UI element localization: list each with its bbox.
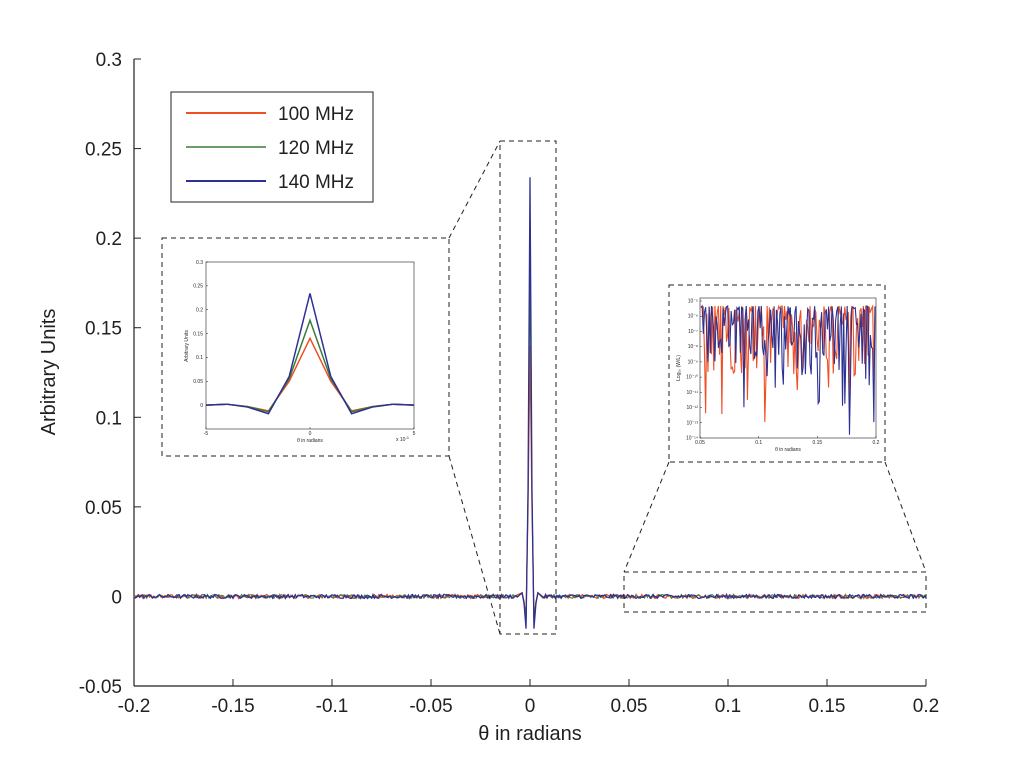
inset-tail-y-tick-label: 10⁻⁸ xyxy=(688,344,698,350)
center-connector-bottom xyxy=(448,455,501,635)
tail-connector-left xyxy=(623,461,670,573)
y-tick-label: 0.15 xyxy=(85,319,122,340)
tail-connector-right xyxy=(884,461,927,573)
y-ticks: -0.05 0 0.05 0.1 0.15 0.2 0.25 0.3 xyxy=(79,50,141,698)
legend: 100 MHz 120 MHz 140 MHz xyxy=(170,91,374,203)
legend-label: 120 MHz xyxy=(278,138,354,159)
y-tick-label: 0.1 xyxy=(96,408,122,429)
inset-tail-x-tick-label: 0.15 xyxy=(812,440,822,446)
inset-peak-y-tick-label: 0.05 xyxy=(193,379,203,385)
inset-tail-series xyxy=(700,304,876,435)
inset-tail-y-tick-label: 10⁻¹² xyxy=(686,405,698,411)
inset-peak-x-multiplier: x 10-3 xyxy=(396,436,409,443)
inset-peak-y-ticks: 0 0.05 0.1 0.15 0.2 0.25 0.3 xyxy=(193,260,208,409)
inset-tail-y-tick-label: 10⁻⁷ xyxy=(688,329,698,335)
tail-zoom-box xyxy=(623,571,927,613)
x-tick-label: -0.05 xyxy=(409,696,452,717)
x-tick-label: 0 xyxy=(525,696,536,717)
legend-item: 120 MHz xyxy=(186,138,354,159)
inset-tail-y-tick-label: 10⁻¹⁰ xyxy=(686,375,698,381)
inset-peak-y-title: Arbitrary Units xyxy=(184,330,190,362)
legend-item: 140 MHz xyxy=(186,172,354,193)
inset-peak-y-tick-label: 0.15 xyxy=(193,331,203,337)
zoom-callouts xyxy=(448,140,927,635)
inset-peak-y-tick-label: 0 xyxy=(200,403,203,409)
x-tick-label: 0.15 xyxy=(809,696,846,717)
y-axis-title: Arbitrary Units xyxy=(38,309,60,436)
inset-tail-y-tick-label: 10⁻⁵ xyxy=(688,299,698,305)
y-tick-label: -0.05 xyxy=(79,677,122,698)
inset-tail-x-ticks: 0.05 0.1 0.15 0.2 xyxy=(695,436,880,446)
y-tick-label: 0.05 xyxy=(85,498,122,519)
x-tick-label: 0.05 xyxy=(611,696,648,717)
inset-peak-series-line xyxy=(205,293,415,415)
inset-peak: 0 0.05 0.1 0.15 0.2 0.25 0.3 -5 0 5 θ in radians… xyxy=(161,237,450,457)
series-layer xyxy=(133,177,927,629)
x-tick-label: 0.2 xyxy=(913,696,939,717)
inset-peak-x-tick-label: 5 xyxy=(413,431,416,437)
y-tick-label: 0 xyxy=(111,587,122,608)
y-tick-label: 0.3 xyxy=(96,50,122,71)
inset-peak-x-tick-label: -5 xyxy=(204,431,209,437)
y-tick-label: 0.2 xyxy=(96,229,122,250)
inset-tail-y-tick-label: 10⁻⁶ xyxy=(688,314,698,320)
x-tick-label: -0.2 xyxy=(118,696,151,717)
inset-peak-x-multiplier-exp: -3 xyxy=(405,436,408,440)
center-connector-top xyxy=(448,140,501,239)
inset-tail-y-tick-label: 10⁻¹³ xyxy=(686,420,698,426)
inset-tail-series-line xyxy=(700,304,876,435)
inset-tail-y-tick-label: 10⁻⁹ xyxy=(688,359,698,365)
inset-peak-x-title: θ in radians xyxy=(297,438,323,444)
inset-tail-x-tick-label: 0.05 xyxy=(695,440,705,446)
inset-peak-x-multiplier-base: x 10 xyxy=(396,437,406,443)
legend-label: 140 MHz xyxy=(278,172,354,193)
series-line xyxy=(133,177,927,629)
center-zoom-box xyxy=(499,140,557,635)
inset-tail-x-title: θ in radians xyxy=(775,447,801,453)
inset-peak-y-tick-label: 0.25 xyxy=(193,284,203,290)
inset-tail-y-ticks: 10⁻⁵ 10⁻⁶ 10⁻⁷ 10⁻⁸ 10⁻⁹ 10⁻¹⁰ 10⁻¹¹ 10⁻¹² 10⁻¹³… xyxy=(686,299,702,442)
inset-peak-y-tick-label: 0.1 xyxy=(196,355,203,361)
inset-peak-series xyxy=(205,293,415,415)
inset-tail: 10⁻⁵ 10⁻⁶ 10⁻⁷ 10⁻⁸ 10⁻⁹ 10⁻¹⁰ 10⁻¹¹ 10⁻¹² 10⁻¹³… xyxy=(668,284,886,463)
legend-label: 100 MHz xyxy=(278,104,354,125)
y-tick-label: 0.25 xyxy=(85,140,122,161)
legend-item: 100 MHz xyxy=(186,104,354,125)
inset-peak-y-tick-label: 0.3 xyxy=(196,260,203,266)
x-axis-title: θ in radians xyxy=(478,723,581,745)
inset-tail-y-title: Log₁₀ (W/L) xyxy=(676,355,682,381)
inset-tail-y-tick-label: 10⁻¹⁴ xyxy=(686,436,698,442)
inset-peak-y-tick-label: 0.2 xyxy=(196,308,203,314)
inset-tail-x-tick-label: 0.2 xyxy=(873,440,880,446)
inset-tail-axes xyxy=(699,297,877,439)
x-ticks: -0.2 -0.15 -0.1 -0.05 0 0.05 0.1 0.15 0.2 xyxy=(118,679,939,717)
x-tick-label: 0.1 xyxy=(715,696,741,717)
inset-tail-y-tick-label: 10⁻¹¹ xyxy=(686,390,698,396)
inset-peak-x-ticks: -5 0 5 xyxy=(204,427,416,437)
x-tick-label: -0.1 xyxy=(316,696,349,717)
inset-peak-x-tick-label: 0 xyxy=(309,431,312,437)
x-tick-label: -0.15 xyxy=(211,696,254,717)
inset-tail-x-tick-label: 0.1 xyxy=(755,440,762,446)
